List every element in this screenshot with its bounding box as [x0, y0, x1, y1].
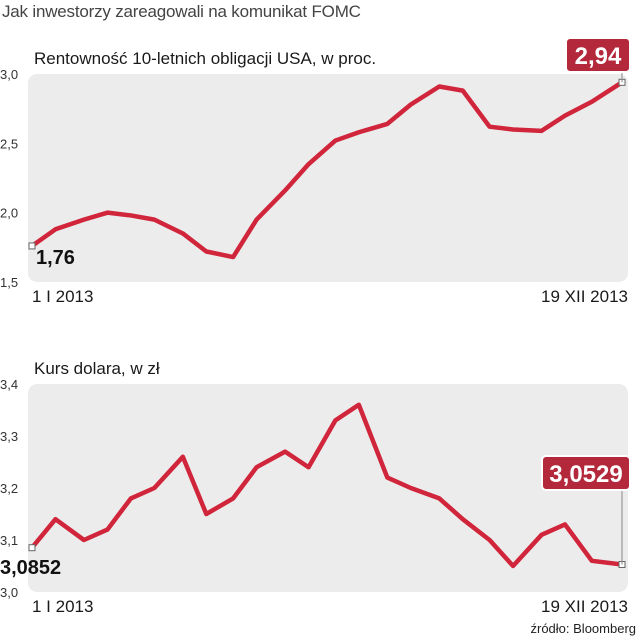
chart-usd-pln: Kurs dolara, w zł 3,0 3,1 3,2 3,3 3,4 1 I 2013…: [0, 348, 638, 618]
y-tick-label: 3,3: [0, 429, 18, 444]
chart-bond-yield: Rentowność 10-letnich obligacji USA, w p…: [0, 37, 638, 308]
y-tick-label: 1,5: [0, 275, 18, 290]
y-tick-label: 3,4: [0, 377, 18, 392]
x-start-label: 1 I 2013: [32, 287, 93, 306]
plot-area: [28, 74, 628, 282]
series-line: [29, 80, 625, 260]
y-tick-label: 2,5: [0, 136, 18, 151]
page-title: Jak inwestorzy zareagowali na komunikat …: [2, 2, 361, 21]
plot-area: [28, 384, 628, 592]
series-line: [29, 402, 625, 569]
chart-usd-pln-svg: Kurs dolara, w zł 3,0 3,1 3,2 3,3 3,4 1 I 2013…: [0, 359, 631, 616]
x-start-label: 1 I 2013: [32, 597, 93, 616]
source-note: źródło: Bloomberg: [530, 621, 637, 636]
y-tick-label: 3,0: [0, 67, 18, 82]
chart-title: Kurs dolara, w zł: [34, 359, 160, 378]
x-end-label: 19 XII 2013: [541, 287, 628, 306]
end-value-callout: [541, 455, 631, 491]
chart-bond-yield-svg: Rentowność 10-letnich obligacji USA, w p…: [0, 37, 631, 306]
start-value-label: 1,76: [36, 247, 75, 269]
y-tick-label: 2,0: [0, 206, 18, 221]
chart-title: Rentowność 10-letnich obligacji USA, w p…: [34, 49, 376, 68]
y-tick-label: 3,2: [0, 481, 18, 496]
end-value-callout: [565, 37, 631, 73]
end-value-label: 3,0529: [549, 461, 622, 488]
x-end-label: 19 XII 2013: [541, 597, 628, 616]
y-tick-label: 3,1: [0, 533, 18, 548]
start-marker: [28, 242, 36, 250]
y-tick-label: 3,0: [0, 585, 18, 600]
end-value-label: 2,94: [575, 43, 622, 70]
start-marker: [28, 544, 36, 552]
start-value-label: 3,0852: [0, 557, 61, 579]
